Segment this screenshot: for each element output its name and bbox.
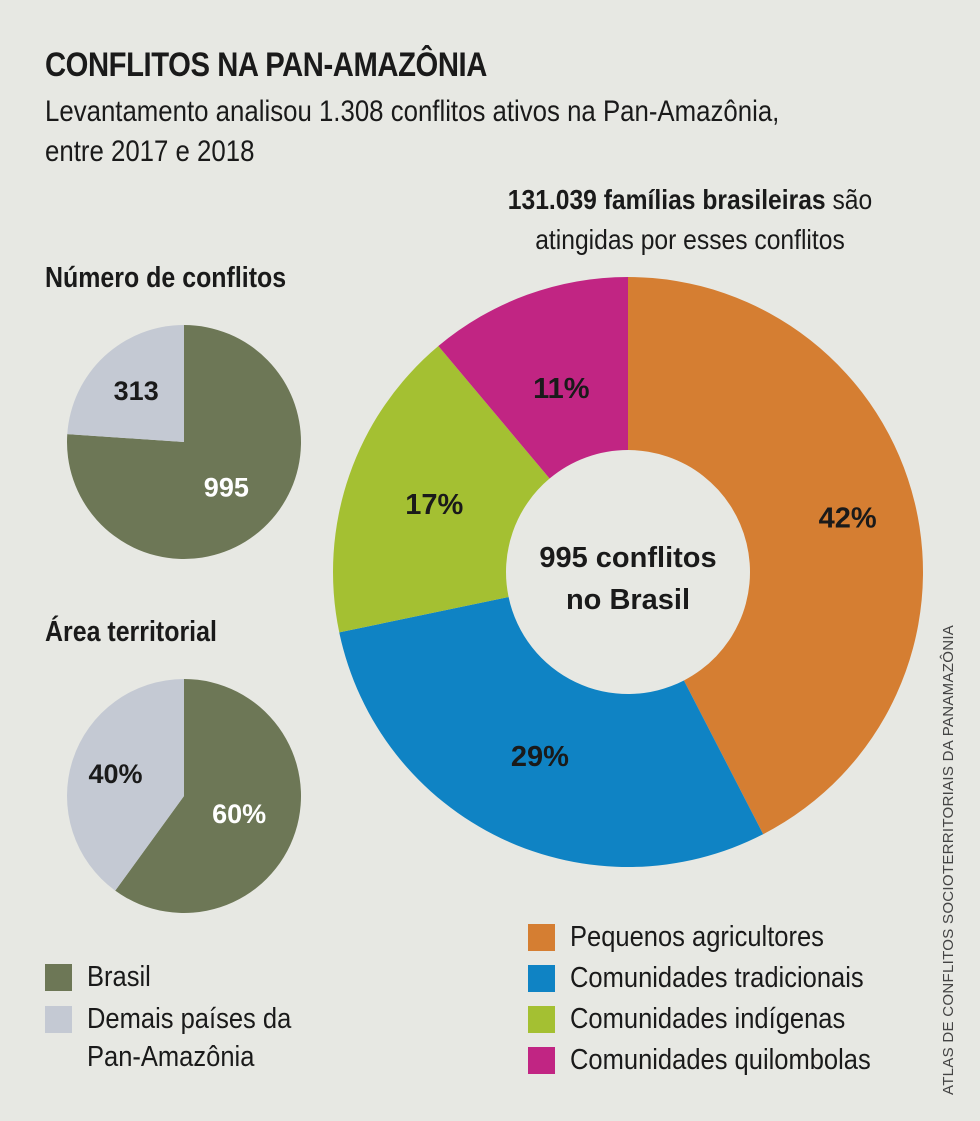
- donut-brasil-slice-2: [332, 346, 550, 633]
- legend-label-demais: Demais países da Pan-Amazônia: [87, 1000, 291, 1076]
- legend-swatch-pequenos: [528, 924, 555, 951]
- legend-swatch-quilombolas: [528, 1047, 555, 1074]
- donut-brasil-label-2: 17%: [405, 489, 463, 521]
- legend-label-indigenas: Comunidades indígenas: [570, 1003, 846, 1035]
- legend-swatch-demais: [45, 1006, 72, 1033]
- pie-conflicts-label-0: 995: [204, 472, 249, 502]
- families-note: 131.039 famílias brasileiras são atingid…: [470, 180, 910, 260]
- legend-label-quilombolas: Comunidades quilombolas: [570, 1044, 871, 1076]
- donut-brasil-label-0: 42%: [819, 503, 877, 535]
- legend-label-tradicionais: Comunidades tradicionais: [570, 962, 864, 994]
- legend-label-demais-line2: Pan-Amazônia: [87, 1041, 255, 1073]
- pie-conflicts-label-1: 313: [114, 376, 159, 406]
- pie1-title: Número de conflitos: [45, 262, 287, 294]
- donut-brasil-slice-0: [628, 277, 924, 835]
- pie-conflicts-slice-1: [67, 325, 184, 442]
- legend-swatch-tradicionais: [528, 965, 555, 992]
- donut-center-line1: 995 conflitos: [539, 542, 716, 574]
- pie-area-slice-0: [115, 679, 302, 913]
- pie-area-label-0: 60%: [212, 799, 266, 829]
- donut-center-line2: no Brasil: [566, 584, 690, 616]
- chart-title: CONFLITOS NA PAN-AMAZÔNIA: [45, 46, 487, 84]
- legend-swatch-brasil: [45, 964, 72, 991]
- legend-label-brasil: Brasil: [87, 961, 151, 993]
- families-count: 131.039 famílias brasileiras: [507, 184, 826, 215]
- donut-brasil-slice-3: [438, 277, 628, 479]
- chart-subtitle: Levantamento analisou 1.308 conflitos at…: [45, 95, 780, 168]
- pie-area-slice-1: [67, 679, 184, 891]
- pie-conflicts-slice-0: [67, 325, 301, 560]
- legend-label-demais-line1: Demais países da: [87, 1003, 292, 1035]
- source-credit: ATLAS DE CONFLITOS SOCIOTERRITORIAIS DA …: [940, 624, 957, 1095]
- donut-brasil-slice-1: [339, 596, 764, 867]
- pie-area-label-1: 40%: [89, 759, 143, 789]
- legend-label-pequenos: Pequenos agricultores: [570, 921, 824, 953]
- legend-swatch-indigenas: [528, 1006, 555, 1033]
- donut-brasil-label-1: 29%: [511, 741, 569, 773]
- pie2-title: Área territorial: [45, 616, 217, 648]
- donut-brasil-label-3: 11%: [533, 373, 590, 405]
- families-rest: são atingidas por esses conflitos: [535, 184, 873, 255]
